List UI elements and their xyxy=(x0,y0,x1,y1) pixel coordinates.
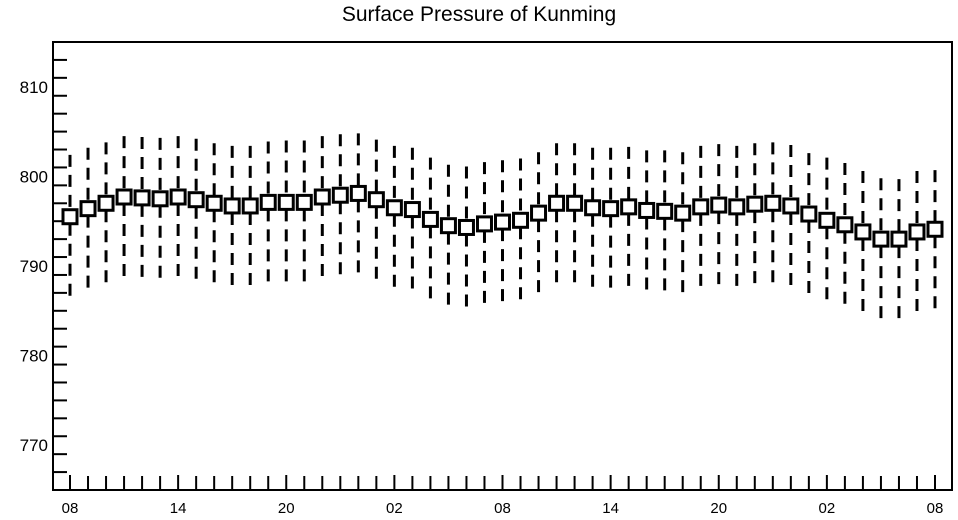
mean-box xyxy=(349,184,367,202)
x-tick-label: 02 xyxy=(386,500,403,517)
whiskers xyxy=(68,133,937,322)
mean-box xyxy=(620,198,638,216)
mean-box xyxy=(205,194,223,212)
chart-title: Surface Pressure of Kunming xyxy=(341,3,617,26)
mean-box xyxy=(295,193,313,211)
mean-box xyxy=(403,201,421,219)
x-tick-label: 14 xyxy=(170,500,187,517)
mean-box xyxy=(512,211,530,229)
mean-box xyxy=(692,198,710,216)
mean-box xyxy=(241,197,259,215)
mean-box xyxy=(115,188,133,206)
mean-box xyxy=(710,196,728,214)
mean-box xyxy=(439,217,457,235)
mean-box xyxy=(602,200,620,218)
mean-box xyxy=(656,202,674,220)
mean-boxes xyxy=(61,184,944,248)
y-tick-label: 780 xyxy=(20,347,48,366)
mean-box xyxy=(259,193,277,211)
mean-box xyxy=(638,201,656,219)
mean-box xyxy=(367,191,385,209)
mean-box xyxy=(890,230,908,248)
mean-box xyxy=(746,195,764,213)
y-tick-label: 770 xyxy=(20,436,48,455)
mean-box xyxy=(728,198,746,216)
x-tick-label: 08 xyxy=(494,500,511,517)
x-tick-label: 08 xyxy=(927,500,944,517)
mean-box xyxy=(836,216,854,234)
mean-box xyxy=(331,186,349,204)
x-tick-label: 20 xyxy=(710,500,727,517)
x-tick-label: 02 xyxy=(819,500,836,517)
mean-box xyxy=(566,194,584,212)
x-tick-label: 08 xyxy=(62,500,79,517)
mean-box xyxy=(584,199,602,217)
mean-box xyxy=(79,200,97,218)
mean-box xyxy=(494,213,511,231)
mean-box xyxy=(674,204,692,222)
x-tick-label: 14 xyxy=(602,500,619,517)
mean-box xyxy=(223,197,241,215)
mean-box xyxy=(133,189,151,207)
mean-box xyxy=(782,197,800,215)
mean-box xyxy=(313,188,331,206)
mean-box xyxy=(872,230,890,248)
x-tick-label: 20 xyxy=(278,500,295,517)
mean-box xyxy=(385,199,403,217)
mean-box xyxy=(169,188,187,206)
mean-box xyxy=(457,218,475,236)
x-axis: 08 14 20 02 08 14 20 02 08 xyxy=(62,475,944,517)
mean-box xyxy=(421,210,439,228)
plot-frame xyxy=(52,41,953,491)
mean-box xyxy=(61,208,79,226)
mean-box xyxy=(475,215,493,233)
mean-box xyxy=(530,204,548,222)
mean-box xyxy=(764,194,782,212)
mean-box xyxy=(908,223,926,241)
mean-box xyxy=(800,205,818,223)
y-tick-label: 800 xyxy=(20,167,48,186)
mean-box xyxy=(151,190,169,208)
y-tick-label: 790 xyxy=(20,257,48,276)
y-axis: 770 780 790 800 810 xyxy=(20,41,67,491)
mean-box xyxy=(548,194,566,212)
mean-box xyxy=(97,194,115,212)
mean-box xyxy=(187,191,205,209)
mean-box xyxy=(926,220,944,238)
y-tick-label: 810 xyxy=(20,78,48,97)
mean-box xyxy=(277,193,295,211)
mean-box xyxy=(818,211,836,229)
mean-box xyxy=(854,223,872,241)
